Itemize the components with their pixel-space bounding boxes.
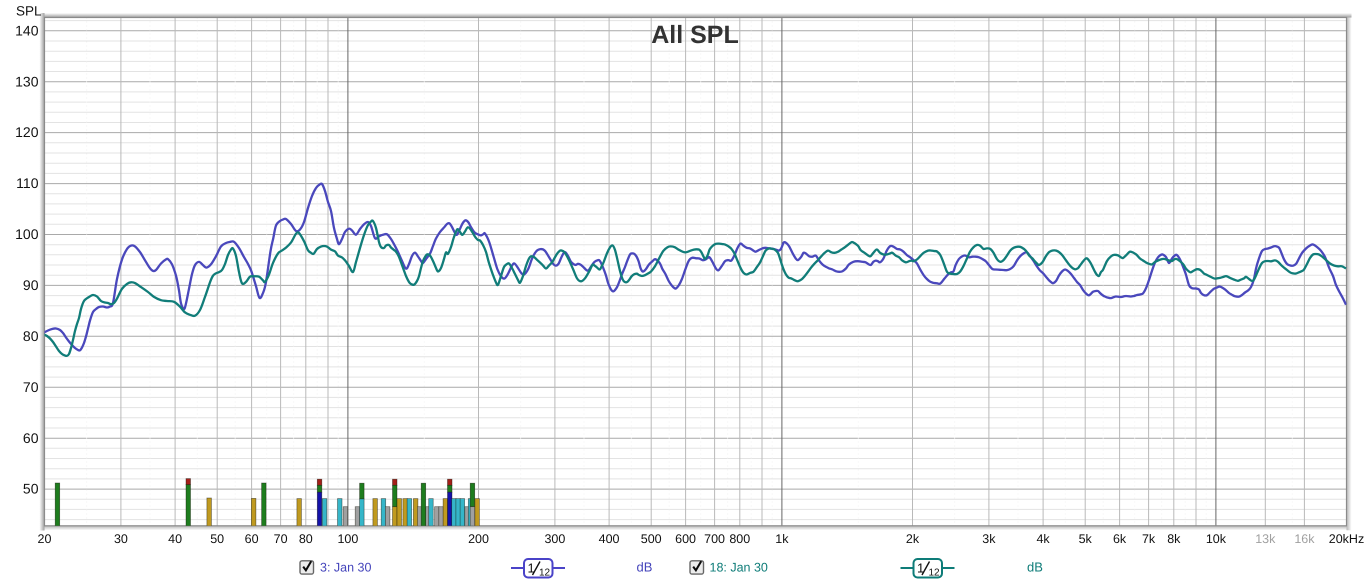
svg-text:120: 120 xyxy=(15,124,39,140)
svg-text:50: 50 xyxy=(210,532,224,546)
svg-text:40: 40 xyxy=(168,532,182,546)
svg-text:6k: 6k xyxy=(1113,532,1127,546)
svg-text:12: 12 xyxy=(539,568,551,579)
svg-text:2k: 2k xyxy=(906,532,920,546)
svg-text:dB: dB xyxy=(1027,560,1043,575)
svg-text:4k: 4k xyxy=(1036,532,1050,546)
svg-text:130: 130 xyxy=(15,73,39,89)
svg-text:700: 700 xyxy=(704,532,725,546)
svg-text:12: 12 xyxy=(929,568,941,579)
svg-text:140: 140 xyxy=(15,22,39,38)
svg-text:400: 400 xyxy=(599,532,620,546)
svg-text:800: 800 xyxy=(729,532,750,546)
svg-text:50: 50 xyxy=(23,481,39,497)
svg-text:100: 100 xyxy=(15,226,39,242)
svg-text:7k: 7k xyxy=(1142,532,1156,546)
svg-text:All SPL: All SPL xyxy=(651,21,739,49)
svg-text:300: 300 xyxy=(544,532,565,546)
svg-text:5k: 5k xyxy=(1079,532,1093,546)
svg-text:3: Jan 30: 3: Jan 30 xyxy=(320,561,371,575)
svg-text:10k: 10k xyxy=(1206,532,1227,546)
svg-text:1k: 1k xyxy=(775,532,789,546)
svg-text:60: 60 xyxy=(23,430,39,446)
svg-text:30: 30 xyxy=(114,532,128,546)
svg-text:80: 80 xyxy=(23,328,39,344)
svg-text:13k: 13k xyxy=(1255,532,1276,546)
svg-text:200: 200 xyxy=(468,532,489,546)
svg-text:SPL: SPL xyxy=(16,4,42,19)
svg-text:70: 70 xyxy=(274,532,288,546)
svg-text:1: 1 xyxy=(528,561,535,576)
svg-text:8k: 8k xyxy=(1167,532,1181,546)
svg-text:3k: 3k xyxy=(982,532,996,546)
svg-text:1: 1 xyxy=(917,561,924,576)
svg-text:100: 100 xyxy=(337,532,358,546)
svg-text:600: 600 xyxy=(675,532,696,546)
svg-text:500: 500 xyxy=(641,532,662,546)
svg-text:16k: 16k xyxy=(1294,532,1315,546)
svg-text:dB: dB xyxy=(637,560,653,575)
svg-text:110: 110 xyxy=(16,175,39,191)
svg-text:80: 80 xyxy=(299,532,313,546)
svg-text:20kHz: 20kHz xyxy=(1329,532,1364,546)
svg-text:90: 90 xyxy=(23,277,39,293)
svg-text:20: 20 xyxy=(38,532,52,546)
svg-text:60: 60 xyxy=(245,532,259,546)
svg-text:18: Jan 30: 18: Jan 30 xyxy=(710,561,768,575)
svg-text:70: 70 xyxy=(23,379,39,395)
